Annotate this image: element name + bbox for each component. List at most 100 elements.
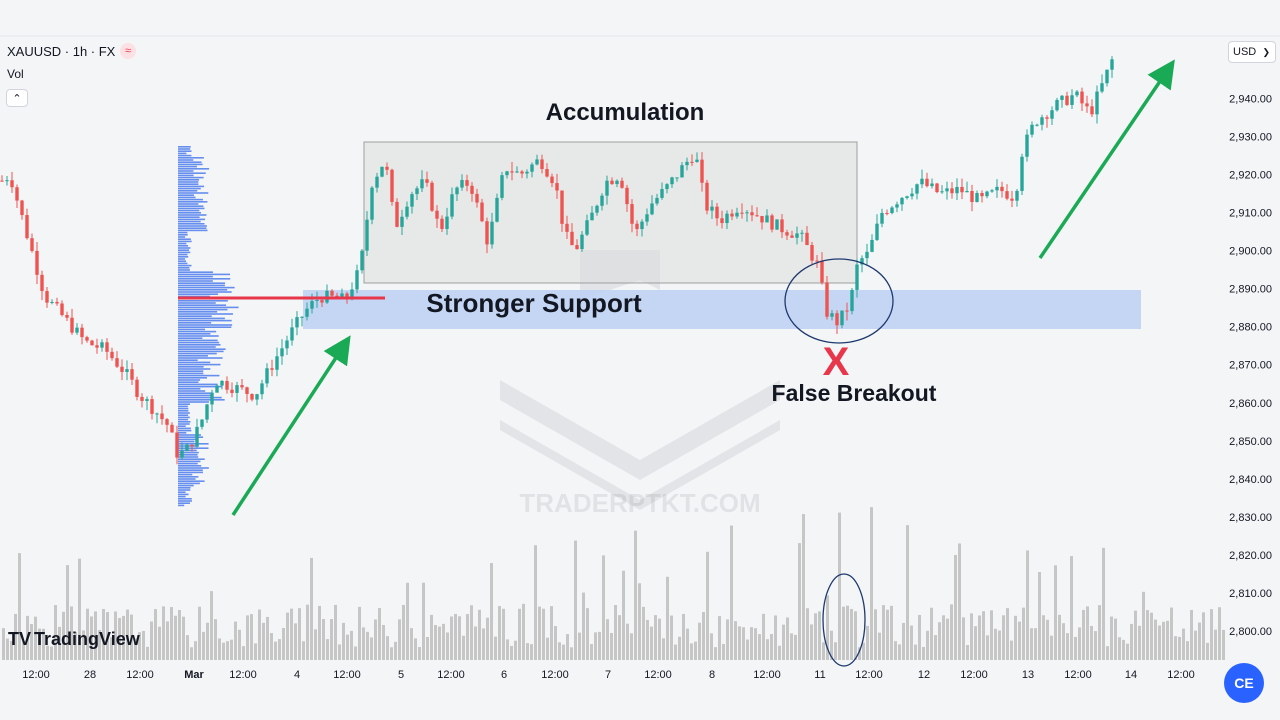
candle-body: [1025, 134, 1029, 157]
volume-bar: [322, 618, 325, 660]
volume-bar: [470, 605, 473, 660]
candle-body: [260, 383, 264, 395]
volume-profile-bar: [178, 443, 209, 445]
volume-bar: [162, 606, 165, 660]
volume-bar: [278, 639, 281, 660]
volume-bar: [74, 632, 77, 660]
volume-bar: [874, 609, 877, 660]
volume-bar: [538, 606, 541, 660]
volume-bar: [1214, 629, 1217, 660]
price-tick-label: 2,920.00: [1229, 170, 1272, 182]
volume-profile-bar: [178, 330, 217, 333]
candle-body: [435, 210, 439, 219]
volume-bar: [1038, 572, 1041, 660]
collapse-button[interactable]: ⌃: [6, 89, 28, 107]
volume-profile-bar: [178, 201, 208, 203]
volume-bar: [586, 608, 589, 660]
candle-body: [585, 220, 589, 235]
volume-profile-bar: [178, 480, 205, 482]
time-axis[interactable]: 12:00 28 12:00 Mar 12:00 4 12:00 5 12:00 6 12:00 7 1…: [22, 669, 1195, 681]
price-tick-label: 2,860.00: [1229, 398, 1272, 410]
volume-profile-bar: [178, 278, 231, 280]
volume-bar: [170, 607, 173, 660]
candle-body: [50, 301, 54, 303]
candle-body: [590, 212, 594, 221]
volume-bar: [178, 610, 181, 660]
candle-body: [1060, 95, 1064, 100]
volume-bar: [118, 617, 121, 660]
flag-icon[interactable]: ≈: [120, 43, 136, 59]
volume-profile-bar: [178, 209, 200, 212]
volume-bar: [1042, 615, 1045, 660]
candle-body: [935, 183, 939, 193]
candle-body: [785, 232, 789, 236]
volume-bar: [42, 628, 45, 660]
volume-bar: [46, 645, 49, 660]
volume-bar: [422, 582, 425, 660]
volume-bar: [1150, 612, 1153, 660]
volume-bar: [814, 613, 817, 660]
candle-body: [870, 239, 874, 252]
candle-body: [510, 171, 514, 173]
candle-body: [425, 179, 429, 183]
ce-button[interactable]: CE: [1224, 663, 1264, 703]
volume-bar: [926, 630, 929, 660]
candle-body: [115, 358, 119, 367]
candle-body: [530, 164, 534, 172]
volume-bar: [842, 606, 845, 660]
volume-bar: [482, 628, 485, 660]
currency-selector[interactable]: USD ❯: [1228, 41, 1276, 63]
volume-bar: [962, 617, 965, 660]
volume-bar: [330, 619, 333, 660]
volume-bar: [342, 622, 345, 660]
volume-bar: [942, 615, 945, 660]
volume-bar: [834, 642, 837, 660]
volume-bar: [526, 643, 529, 660]
volume-profile-bar: [178, 350, 224, 353]
volume-bar: [594, 632, 597, 660]
volume-profile-bar: [178, 416, 190, 419]
volume-bar: [518, 608, 521, 660]
candle-body: [360, 250, 364, 271]
volume-bar: [1170, 607, 1173, 660]
volume-bar: [778, 645, 781, 660]
volume-bar: [974, 626, 977, 660]
volume-bar: [978, 615, 981, 660]
volume-profile-bar: [178, 399, 225, 401]
candle-body: [550, 176, 554, 184]
volume-bar: [126, 609, 129, 660]
volume-bar: [390, 647, 393, 660]
volume-bar: [958, 543, 961, 660]
vol-label[interactable]: Vol: [7, 67, 24, 81]
candle-body: [20, 200, 24, 216]
volume-bar: [1218, 607, 1221, 660]
volume-bar: [1018, 621, 1021, 660]
symbol-title[interactable]: XAUUSD · 1h · FX: [7, 44, 116, 59]
volume-profile-bar: [178, 456, 199, 458]
candle-body: [850, 289, 854, 312]
volume-profile-bar: [178, 291, 232, 293]
volume-profile-bar: [178, 242, 187, 245]
volume-bar: [62, 611, 65, 660]
volume-bar: [754, 628, 757, 660]
candle-body: [315, 300, 319, 302]
volume-bar: [222, 642, 225, 660]
volume-bar: [1054, 565, 1057, 660]
volume-bar: [1070, 556, 1073, 660]
candle-body: [795, 233, 799, 238]
candle-body: [735, 212, 739, 217]
volume-profile-bar: [178, 293, 219, 295]
candle-body: [5, 180, 9, 182]
volume-bar: [830, 630, 833, 660]
time-tick-label: 12: [918, 669, 930, 681]
volume-profile-bar: [178, 183, 199, 185]
volume-bar: [902, 622, 905, 660]
volume-bar: [910, 625, 913, 660]
price-axis[interactable]: 2,800.00 2,810.00 2,820.00 2,830.00 2,840.00…: [1229, 93, 1272, 638]
volume-bar: [1086, 606, 1089, 660]
candle-body: [570, 231, 574, 246]
volume-bar: [1094, 631, 1097, 660]
volume-profile-bar: [178, 326, 232, 328]
volume-bar: [510, 645, 513, 660]
